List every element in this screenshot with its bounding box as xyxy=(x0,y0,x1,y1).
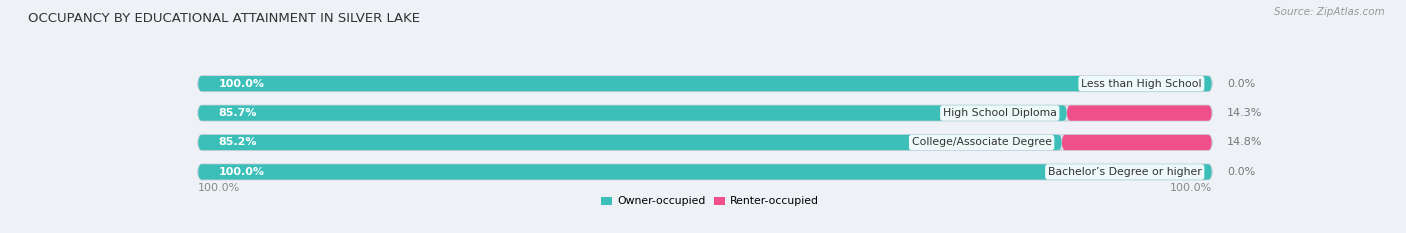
FancyBboxPatch shape xyxy=(198,135,1212,150)
FancyBboxPatch shape xyxy=(198,164,1212,180)
Text: Less than High School: Less than High School xyxy=(1081,79,1202,89)
Legend: Owner-occupied, Renter-occupied: Owner-occupied, Renter-occupied xyxy=(596,192,824,211)
Text: OCCUPANCY BY EDUCATIONAL ATTAINMENT IN SILVER LAKE: OCCUPANCY BY EDUCATIONAL ATTAINMENT IN S… xyxy=(28,12,420,25)
Text: High School Diploma: High School Diploma xyxy=(943,108,1057,118)
Text: Source: ZipAtlas.com: Source: ZipAtlas.com xyxy=(1274,7,1385,17)
FancyBboxPatch shape xyxy=(198,164,1212,180)
Text: 0.0%: 0.0% xyxy=(1227,79,1256,89)
Text: 100.0%: 100.0% xyxy=(218,167,264,177)
FancyBboxPatch shape xyxy=(1062,135,1212,150)
Text: 85.2%: 85.2% xyxy=(218,137,257,147)
FancyBboxPatch shape xyxy=(198,76,1212,91)
FancyBboxPatch shape xyxy=(198,135,1062,150)
Text: College/Associate Degree: College/Associate Degree xyxy=(911,137,1052,147)
Text: 100.0%: 100.0% xyxy=(218,79,264,89)
Text: 14.8%: 14.8% xyxy=(1227,137,1263,147)
Text: 0.0%: 0.0% xyxy=(1227,167,1256,177)
Text: 100.0%: 100.0% xyxy=(1170,183,1212,193)
Text: 85.7%: 85.7% xyxy=(218,108,257,118)
FancyBboxPatch shape xyxy=(198,76,1212,91)
FancyBboxPatch shape xyxy=(198,105,1212,121)
Text: Bachelor’s Degree or higher: Bachelor’s Degree or higher xyxy=(1047,167,1202,177)
FancyBboxPatch shape xyxy=(1067,105,1212,121)
FancyBboxPatch shape xyxy=(198,105,1067,121)
Text: 100.0%: 100.0% xyxy=(198,183,240,193)
Text: 14.3%: 14.3% xyxy=(1227,108,1263,118)
